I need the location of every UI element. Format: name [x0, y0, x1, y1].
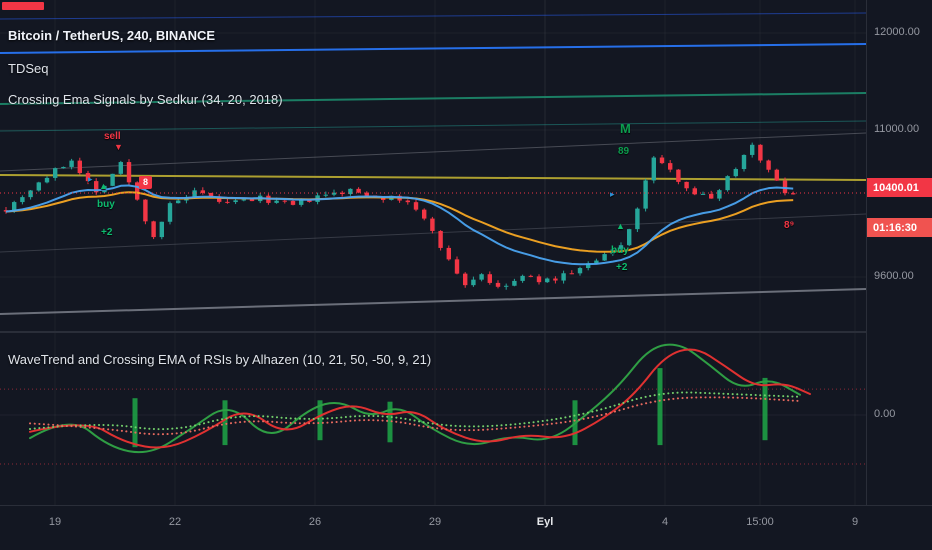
time-axis[interactable]: 19 22 26 29 Eyl 4 15:00 9 [0, 505, 932, 550]
time-axis-label: 29 [428, 516, 442, 528]
price-axis-label: 11000.00 [874, 123, 920, 135]
ema-signals-legend[interactable]: Crossing Ema Signals by Sedkur (34, 20, … [8, 92, 283, 107]
wavetrend-legend[interactable]: WaveTrend and Crossing EMA of RSIs by Al… [8, 352, 432, 367]
pane-separator[interactable] [0, 331, 932, 333]
time-axis-label: 15:00 [746, 516, 774, 528]
main-chart-pane[interactable] [0, 0, 866, 333]
time-axis-label: Eyl [536, 516, 554, 528]
time-axis-label: 9 [851, 516, 859, 528]
time-axis-label: 26 [308, 516, 322, 528]
price-axis-label: 0.00 [874, 408, 896, 420]
last-price-badge: 10400.01 [867, 178, 932, 197]
time-axis-label: 4 [661, 516, 669, 528]
price-axis-label: 12000.00 [874, 26, 920, 38]
alert-badge [2, 2, 44, 10]
bar-countdown-badge: 01:16:30 [867, 218, 932, 237]
symbol-legend[interactable]: Bitcoin / TetherUS, 240, BINANCE [8, 28, 216, 43]
tdseq-legend[interactable]: TDSeq [8, 61, 49, 76]
time-axis-label: 19 [48, 516, 62, 528]
wavetrend-pane[interactable] [0, 333, 866, 505]
price-axis[interactable]: 12000.00 11000.00 9600.00 0.00 10400.01 01:… [866, 0, 932, 505]
price-axis-label: 9600.00 [874, 270, 914, 282]
time-axis-label: 22 [168, 516, 182, 528]
